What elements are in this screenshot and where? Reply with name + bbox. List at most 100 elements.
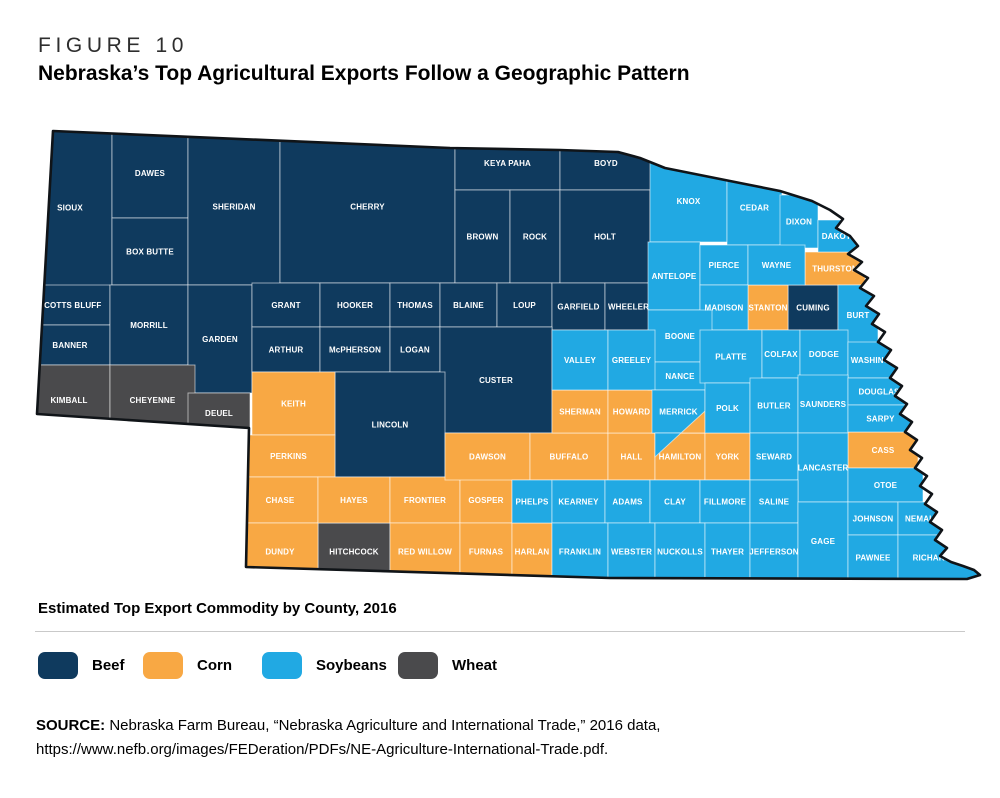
- county-label: DEUEL: [205, 409, 233, 418]
- county-shape: [111, 131, 189, 219]
- county-shape: [799, 329, 849, 379]
- county-label: STANTON: [748, 304, 787, 313]
- county-label: RED WILLOW: [398, 548, 452, 557]
- county-label: CASS: [872, 446, 895, 455]
- county-label: SALINE: [759, 498, 790, 507]
- county-label: PHELPS: [516, 498, 549, 507]
- county-label: McPHERSON: [329, 346, 381, 355]
- county-label: YORK: [716, 453, 740, 462]
- source-label: SOURCE:: [36, 717, 106, 734]
- county-shape: [654, 522, 706, 579]
- county-shape: [847, 534, 899, 579]
- county-label: OTOE: [874, 481, 898, 490]
- county-shape: [317, 476, 391, 524]
- wheat-swatch: [398, 652, 438, 679]
- county-label: SHERIDAN: [212, 203, 255, 212]
- county-label: HOOKER: [337, 301, 373, 310]
- county-label: BUTLER: [757, 402, 790, 411]
- county-label: PIERCE: [709, 261, 740, 270]
- county-shape: [334, 371, 446, 478]
- county-label: LOGAN: [400, 346, 430, 355]
- county-label: NANCE: [665, 372, 695, 381]
- county-label: ADAMS: [612, 498, 643, 507]
- county-shape: [529, 432, 609, 481]
- county-shape: [454, 189, 511, 284]
- county-shape: [241, 476, 319, 524]
- county-label: PAWNEE: [855, 554, 891, 563]
- county-label: THOMAS: [397, 301, 433, 310]
- county-label: CUMING: [796, 304, 829, 313]
- county-shape: [439, 326, 553, 434]
- county-label: NEMAHA: [905, 515, 941, 524]
- county-label: GARFIELD: [557, 303, 599, 312]
- county-label: CHEYENNE: [130, 396, 176, 405]
- soybeans-swatch: [262, 652, 302, 679]
- county-shape: [111, 217, 189, 286]
- county-label: FILLMORE: [704, 498, 747, 507]
- county-shape: [749, 522, 799, 579]
- legend-divider: [35, 631, 965, 632]
- county-label: WASHINGTON: [851, 356, 908, 365]
- county-label: DAWSON: [469, 453, 506, 462]
- county-label: MADISON: [705, 304, 744, 313]
- county-label: MORRILL: [130, 321, 168, 330]
- county-label: GAGE: [811, 537, 836, 546]
- county-shape: [747, 244, 806, 286]
- county-label: SIOUX: [57, 204, 83, 213]
- county-label: GREELEY: [612, 356, 652, 365]
- county-label: FURNAS: [469, 548, 504, 557]
- county-shape: [761, 329, 801, 379]
- county-label: WEBSTER: [611, 548, 652, 557]
- legend-item-corn: Corn: [143, 652, 232, 679]
- county-label: GOSPER: [468, 496, 503, 505]
- county-shape: [459, 522, 513, 579]
- county-shape: [109, 284, 189, 366]
- county-label: KEYA PAHA: [484, 159, 531, 168]
- county-shape: [37, 284, 111, 326]
- county-label: RICHARDSON: [913, 554, 969, 563]
- county-label: BOX BUTTE: [126, 248, 174, 257]
- county-label: JEFFERSON: [749, 548, 799, 557]
- county-shape: [797, 432, 849, 503]
- county-label: BROWN: [467, 233, 499, 242]
- legend-label: Beef: [92, 657, 125, 674]
- county-label: DIXON: [786, 218, 812, 227]
- county-label: DAWES: [135, 169, 166, 178]
- county-label: THURSTON: [812, 265, 858, 274]
- county-label: SEWARD: [756, 453, 792, 462]
- county-label: THAYER: [711, 548, 744, 557]
- county-shape: [187, 131, 281, 286]
- county-label: HAMILTON: [659, 453, 702, 462]
- county-label: HALL: [621, 453, 643, 462]
- county-shape: [787, 284, 839, 331]
- county-shape: [607, 329, 656, 391]
- county-label: DAKOTA: [822, 232, 857, 241]
- county-shape: [607, 522, 656, 579]
- county-shape: [187, 284, 253, 394]
- county-shape: [704, 522, 751, 579]
- county-label: ARTHUR: [269, 346, 304, 355]
- county-label: CUSTER: [479, 376, 513, 385]
- county-label: CHERRY: [350, 203, 385, 212]
- county-label: BANNER: [52, 341, 87, 350]
- county-shape: [439, 282, 498, 328]
- county-label: PERKINS: [270, 452, 307, 461]
- county-shape: [647, 241, 701, 311]
- county-label: KNOX: [677, 197, 701, 206]
- county-shape: [251, 371, 336, 436]
- county-label: HAYES: [340, 496, 368, 505]
- beef-swatch: [38, 652, 78, 679]
- county-label: HOWARD: [613, 408, 650, 417]
- county-label: CLAY: [664, 498, 686, 507]
- source-text: Nebraska Farm Bureau, “Nebraska Agricult…: [36, 717, 661, 758]
- county-shape: [654, 432, 683, 459]
- county-label: GRANT: [271, 301, 300, 310]
- county-shape: [389, 522, 461, 579]
- county-label: LANCASTER: [798, 464, 849, 473]
- county-shape: [604, 479, 651, 524]
- county-shape: [651, 389, 706, 434]
- county-label: HARLAN: [515, 548, 550, 557]
- county-shape: [749, 479, 799, 524]
- county-shape: [511, 479, 553, 524]
- county-label: BLAINE: [453, 301, 484, 310]
